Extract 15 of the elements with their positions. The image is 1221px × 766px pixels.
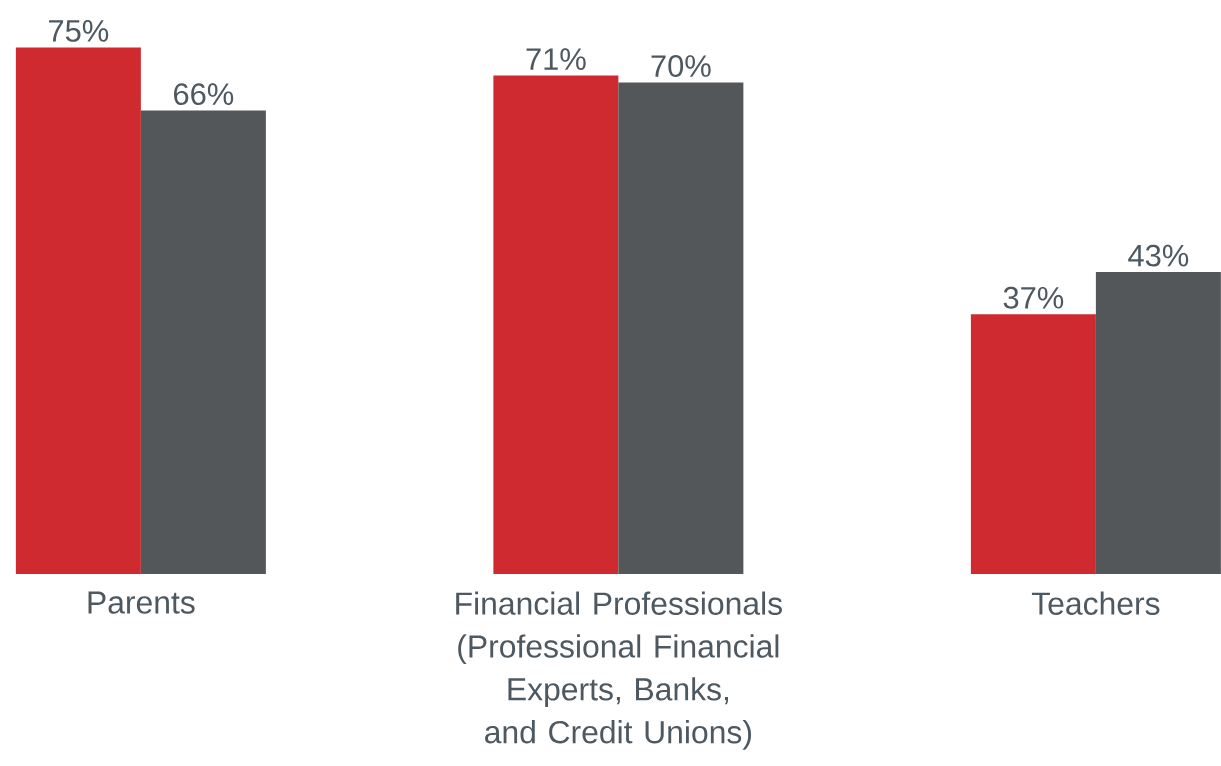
data-label: 37% xyxy=(1003,286,1064,309)
x-tick-label: Teachers xyxy=(1031,591,1160,615)
bar xyxy=(618,82,744,574)
bar xyxy=(140,110,266,574)
data-label: 70% xyxy=(651,55,711,77)
bar xyxy=(1095,272,1221,574)
data-label: 43% xyxy=(1128,244,1189,267)
data-label: 75% xyxy=(49,20,109,42)
x-tick-label: Financial Professionals (Professional Financial Experts, Banks, and Credit Unions) xyxy=(456,591,782,750)
x-tick-label: Parents xyxy=(88,591,195,614)
data-label: 66% xyxy=(174,83,234,106)
data-label: 71% xyxy=(526,48,586,70)
bar xyxy=(493,75,619,574)
bar xyxy=(970,314,1096,574)
bar xyxy=(15,47,141,574)
